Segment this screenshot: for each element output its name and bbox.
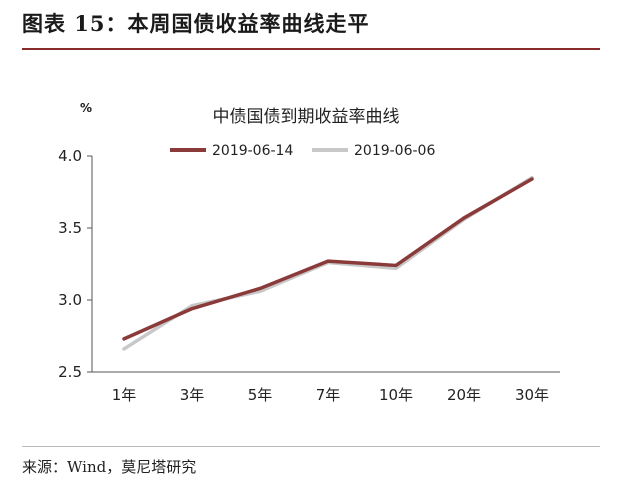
series-line-2019-06-06 xyxy=(122,175,534,351)
x-axis-ticks: 1年 3年 5年 7年 10年 20年 30年 xyxy=(112,386,549,404)
y-tick-label: 2.5 xyxy=(58,363,82,381)
title-rule xyxy=(22,48,600,50)
x-tick-label: 5年 xyxy=(248,386,273,404)
yield-curve-chart: 中债国债到期收益率曲线 % 2019-06-14 2019-06-06 2.5 3.… xyxy=(58,101,560,404)
source-rule xyxy=(22,446,600,447)
figure-title: 图表 15：本周国债收益率曲线走平 xyxy=(22,11,370,36)
x-tick-label: 3年 xyxy=(180,386,205,404)
legend-label: 2019-06-14 xyxy=(212,143,293,159)
x-tick-label: 30年 xyxy=(515,386,549,404)
legend: 2019-06-14 2019-06-06 xyxy=(170,143,435,159)
source-note: 来源：Wind，莫尼塔研究 xyxy=(22,458,197,476)
x-tick-label: 7年 xyxy=(316,386,341,404)
y-axis-unit: % xyxy=(80,101,92,115)
series-line-2019-06-14 xyxy=(122,177,534,341)
y-axis-ticks: 2.5 3.0 3.5 4.0 xyxy=(58,147,92,381)
x-tick-label: 1年 xyxy=(112,386,137,404)
x-tick-label: 10年 xyxy=(379,386,413,404)
y-tick-label: 3.0 xyxy=(58,291,82,309)
legend-label: 2019-06-06 xyxy=(354,143,435,159)
series-lines xyxy=(122,175,534,351)
y-tick-label: 4.0 xyxy=(58,147,82,165)
y-tick-label: 3.5 xyxy=(58,219,82,237)
chart-title: 中债国债到期收益率曲线 xyxy=(213,107,400,127)
x-tick-label: 20年 xyxy=(447,386,481,404)
